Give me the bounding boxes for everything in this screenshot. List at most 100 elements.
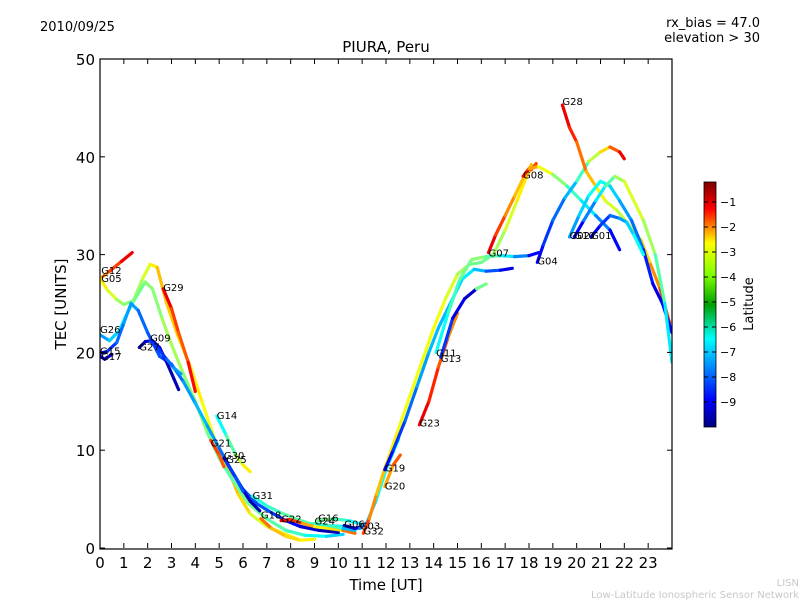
series-segment [100, 333, 112, 343]
series-segment [205, 424, 221, 450]
colorbar-tick-label: −5 [720, 296, 736, 309]
colorbar: −1 −2 −3 −4 −5 −6 −7 −8 −9 Latitude [703, 181, 757, 428]
series-segment [521, 166, 531, 178]
satellite-label: G29 [163, 283, 183, 294]
series-segment [303, 533, 328, 538]
series-segment [341, 526, 357, 533]
series-segment [567, 213, 581, 239]
series-segment [572, 218, 586, 239]
series-segment [284, 518, 302, 529]
satellite-label: G28 [562, 97, 582, 108]
series-segment [432, 297, 448, 330]
series-segment [236, 492, 252, 516]
satellite-label: G26 [100, 325, 120, 336]
series-segment [172, 377, 181, 392]
satellite-label: G11 [436, 348, 456, 359]
chart-title: PIURA, Peru [342, 38, 429, 56]
satellite-label: G19 [385, 464, 405, 475]
x-tick-label: 14 [424, 554, 443, 572]
satellite-label: G01 [591, 231, 611, 242]
series-segment [491, 228, 507, 257]
series-segment [622, 179, 636, 203]
series-g22 [279, 517, 357, 535]
series-segment [341, 528, 357, 535]
x-tick-label: 2 [143, 554, 153, 572]
series-segment [641, 248, 655, 286]
series-segment [608, 213, 622, 220]
series-segment [165, 301, 181, 340]
satellite-label: G08 [523, 170, 543, 181]
series-segment [383, 448, 395, 472]
series-segment [408, 360, 424, 398]
series-segment [651, 282, 665, 306]
satellite-label: G22 [281, 515, 301, 526]
series-segment [293, 517, 312, 526]
satellite-label: G13 [441, 354, 461, 365]
series-segment [515, 174, 529, 203]
y-axis-label: TEC [UNITS] [52, 259, 70, 351]
series-g16 [316, 517, 362, 526]
series-segment [224, 460, 238, 480]
series-segment [346, 518, 362, 526]
series-segment [391, 419, 407, 452]
colorbar-tick-label: −7 [720, 346, 736, 359]
series-segment [527, 251, 541, 258]
series-segment [150, 339, 162, 350]
series-segment [169, 343, 185, 376]
series-segment [589, 223, 603, 239]
series-segment [298, 524, 321, 533]
satellite-label: G15 [100, 346, 120, 357]
series-segment [391, 453, 402, 467]
colorbar-label: Latitude [742, 277, 757, 331]
x-tick-label: 15 [448, 554, 467, 572]
series-segment [584, 169, 598, 188]
x-tick-label: 20 [567, 554, 586, 572]
series-segment [141, 262, 152, 280]
series-segment [186, 360, 197, 394]
series-segment [248, 499, 262, 513]
series-segment [231, 479, 250, 505]
series-segment [161, 287, 174, 310]
series-g04 [535, 145, 626, 264]
rx-bias-label: rx_bias = 47.0 [666, 16, 760, 31]
x-axis-ticks: 0 1 2 3 4 5 6 7 8 9 10 11 12 13 14 15 16 17 18 19 20 21 22 23 [95, 59, 658, 572]
series-segment [148, 339, 159, 350]
series-g14 [215, 414, 252, 474]
series-segment [494, 213, 507, 237]
series-segment [105, 341, 119, 353]
series-segment [420, 326, 436, 364]
series-segment [586, 179, 603, 198]
colorbar-tick-label: −8 [720, 371, 736, 384]
series-segment [541, 218, 555, 247]
series-segment [608, 228, 622, 252]
satellite-label: G04 [537, 256, 557, 267]
series-segment [434, 311, 450, 354]
series-segment [503, 194, 517, 218]
series-segment [255, 502, 274, 515]
series-segment [270, 526, 288, 538]
series-segment [446, 277, 462, 315]
series-g07 [486, 162, 538, 255]
series-segment [641, 218, 657, 257]
series-segment [444, 272, 460, 301]
plot-frame [99, 58, 673, 550]
satellite-label: G02 [570, 231, 590, 242]
series-segment [403, 385, 419, 423]
x-tick-label: 19 [543, 554, 562, 572]
series-segment [551, 196, 567, 222]
series-segment [181, 380, 197, 405]
x-tick-label: 17 [496, 554, 515, 572]
series-segment [608, 145, 622, 154]
series-segment [535, 243, 545, 264]
satellite-label: G05 [101, 274, 121, 285]
x-tick-label: 4 [191, 554, 201, 572]
series-segment [165, 357, 176, 370]
x-tick-label: 1 [119, 554, 129, 572]
series-g18 [259, 517, 317, 542]
series-segment [136, 308, 150, 335]
x-tick-label: 23 [639, 554, 658, 572]
x-tick-label: 5 [214, 554, 224, 572]
satellite-label: G18 [261, 511, 281, 522]
series-segment [284, 528, 307, 537]
